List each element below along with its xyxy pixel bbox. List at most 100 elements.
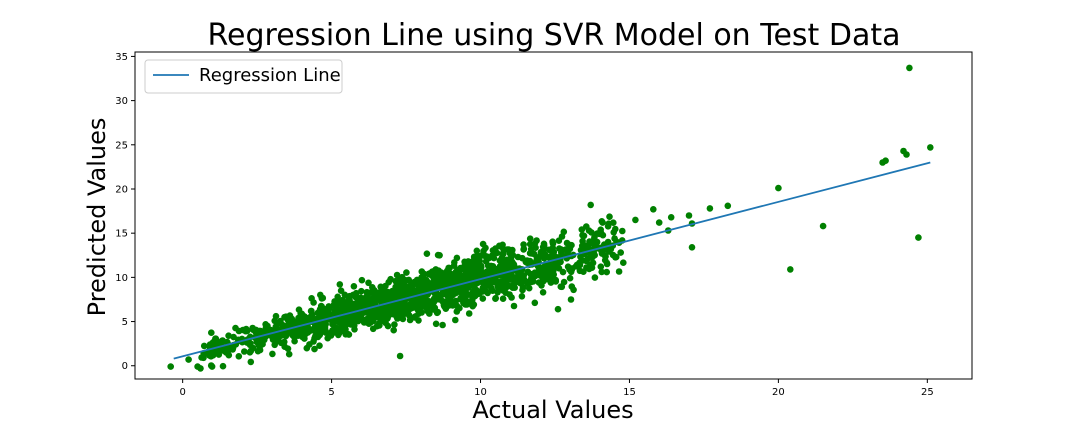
data-point (229, 346, 236, 353)
data-point (311, 327, 319, 335)
data-point (462, 288, 469, 295)
data-point (506, 291, 513, 298)
x-tick-label: 0 (179, 387, 185, 398)
data-point (352, 317, 359, 325)
data-point (253, 338, 261, 346)
y-axis-ticks: 0 5 10 15 20 25 30 35 (115, 52, 135, 372)
data-point (223, 349, 230, 356)
data-point (510, 260, 517, 268)
data-point (505, 282, 512, 290)
y-tick-label: 35 (115, 52, 128, 63)
data-point (439, 321, 446, 329)
x-axis-ticks: 0 5 10 15 20 25 (179, 379, 934, 398)
data-point (611, 235, 618, 242)
data-point (585, 227, 593, 234)
data-point (219, 337, 226, 344)
data-point (437, 271, 445, 279)
data-point (350, 283, 358, 290)
data-point (404, 303, 411, 311)
data-point (549, 240, 557, 247)
data-point (351, 326, 358, 333)
data-point (603, 268, 610, 276)
x-tick-label: 15 (623, 387, 636, 398)
data-point (363, 298, 370, 306)
data-point (252, 326, 260, 334)
data-point (537, 252, 544, 260)
data-point (488, 266, 496, 274)
data-point (384, 315, 391, 322)
data-point (465, 310, 473, 317)
data-point (509, 274, 517, 282)
data-point (432, 320, 440, 328)
data-point (434, 251, 442, 259)
data-point (787, 266, 794, 273)
data-point (452, 316, 459, 324)
y-tick-label: 0 (122, 361, 128, 372)
data-point (580, 232, 588, 240)
data-point (391, 306, 398, 314)
data-point (474, 252, 482, 260)
data-point (334, 293, 342, 301)
data-point (544, 253, 551, 260)
data-point (462, 296, 470, 304)
data-point (254, 347, 262, 355)
data-point (903, 151, 910, 158)
data-point (384, 322, 392, 330)
data-point (392, 312, 400, 320)
data-point (422, 297, 429, 305)
data-point (537, 272, 545, 280)
data-point (352, 293, 360, 301)
data-point (303, 315, 310, 322)
data-point (317, 291, 324, 299)
data-point (473, 247, 481, 255)
data-point (489, 287, 496, 295)
data-point (466, 262, 474, 269)
data-point (586, 238, 593, 245)
data-point (650, 206, 657, 213)
data-point (775, 184, 782, 192)
data-point (395, 280, 402, 288)
data-point (336, 318, 344, 325)
data-point (246, 341, 254, 349)
data-point (604, 223, 612, 230)
data-point (617, 249, 624, 256)
data-point (308, 311, 316, 318)
data-point (615, 268, 623, 275)
data-point (418, 274, 425, 281)
data-point (247, 358, 255, 366)
y-tick-label: 5 (122, 317, 128, 328)
data-point (329, 327, 336, 334)
data-point (539, 289, 547, 296)
data-point (358, 276, 366, 284)
data-point (462, 268, 470, 276)
data-point (281, 338, 288, 346)
data-point (472, 272, 480, 280)
data-point (366, 289, 373, 297)
data-point (194, 363, 201, 370)
x-tick-label: 25 (921, 387, 934, 398)
data-point (377, 291, 385, 298)
data-point (200, 342, 208, 350)
data-point (499, 258, 507, 265)
data-point (320, 313, 328, 320)
data-point (363, 315, 371, 323)
data-point (489, 252, 496, 259)
data-point (577, 253, 584, 261)
data-point (511, 284, 518, 292)
data-point (470, 289, 478, 297)
data-point (310, 299, 317, 306)
data-point (578, 242, 586, 250)
data-point (544, 266, 551, 274)
data-point (510, 302, 518, 310)
data-point (588, 254, 596, 261)
data-point (336, 281, 344, 288)
data-point (632, 216, 639, 224)
data-point (478, 287, 486, 294)
data-point (453, 308, 461, 315)
data-point (246, 349, 254, 356)
legend-box (144, 59, 343, 94)
data-point (583, 264, 590, 271)
legend-label: Regression Line (199, 65, 341, 86)
data-point (519, 286, 526, 294)
data-point (301, 335, 308, 342)
